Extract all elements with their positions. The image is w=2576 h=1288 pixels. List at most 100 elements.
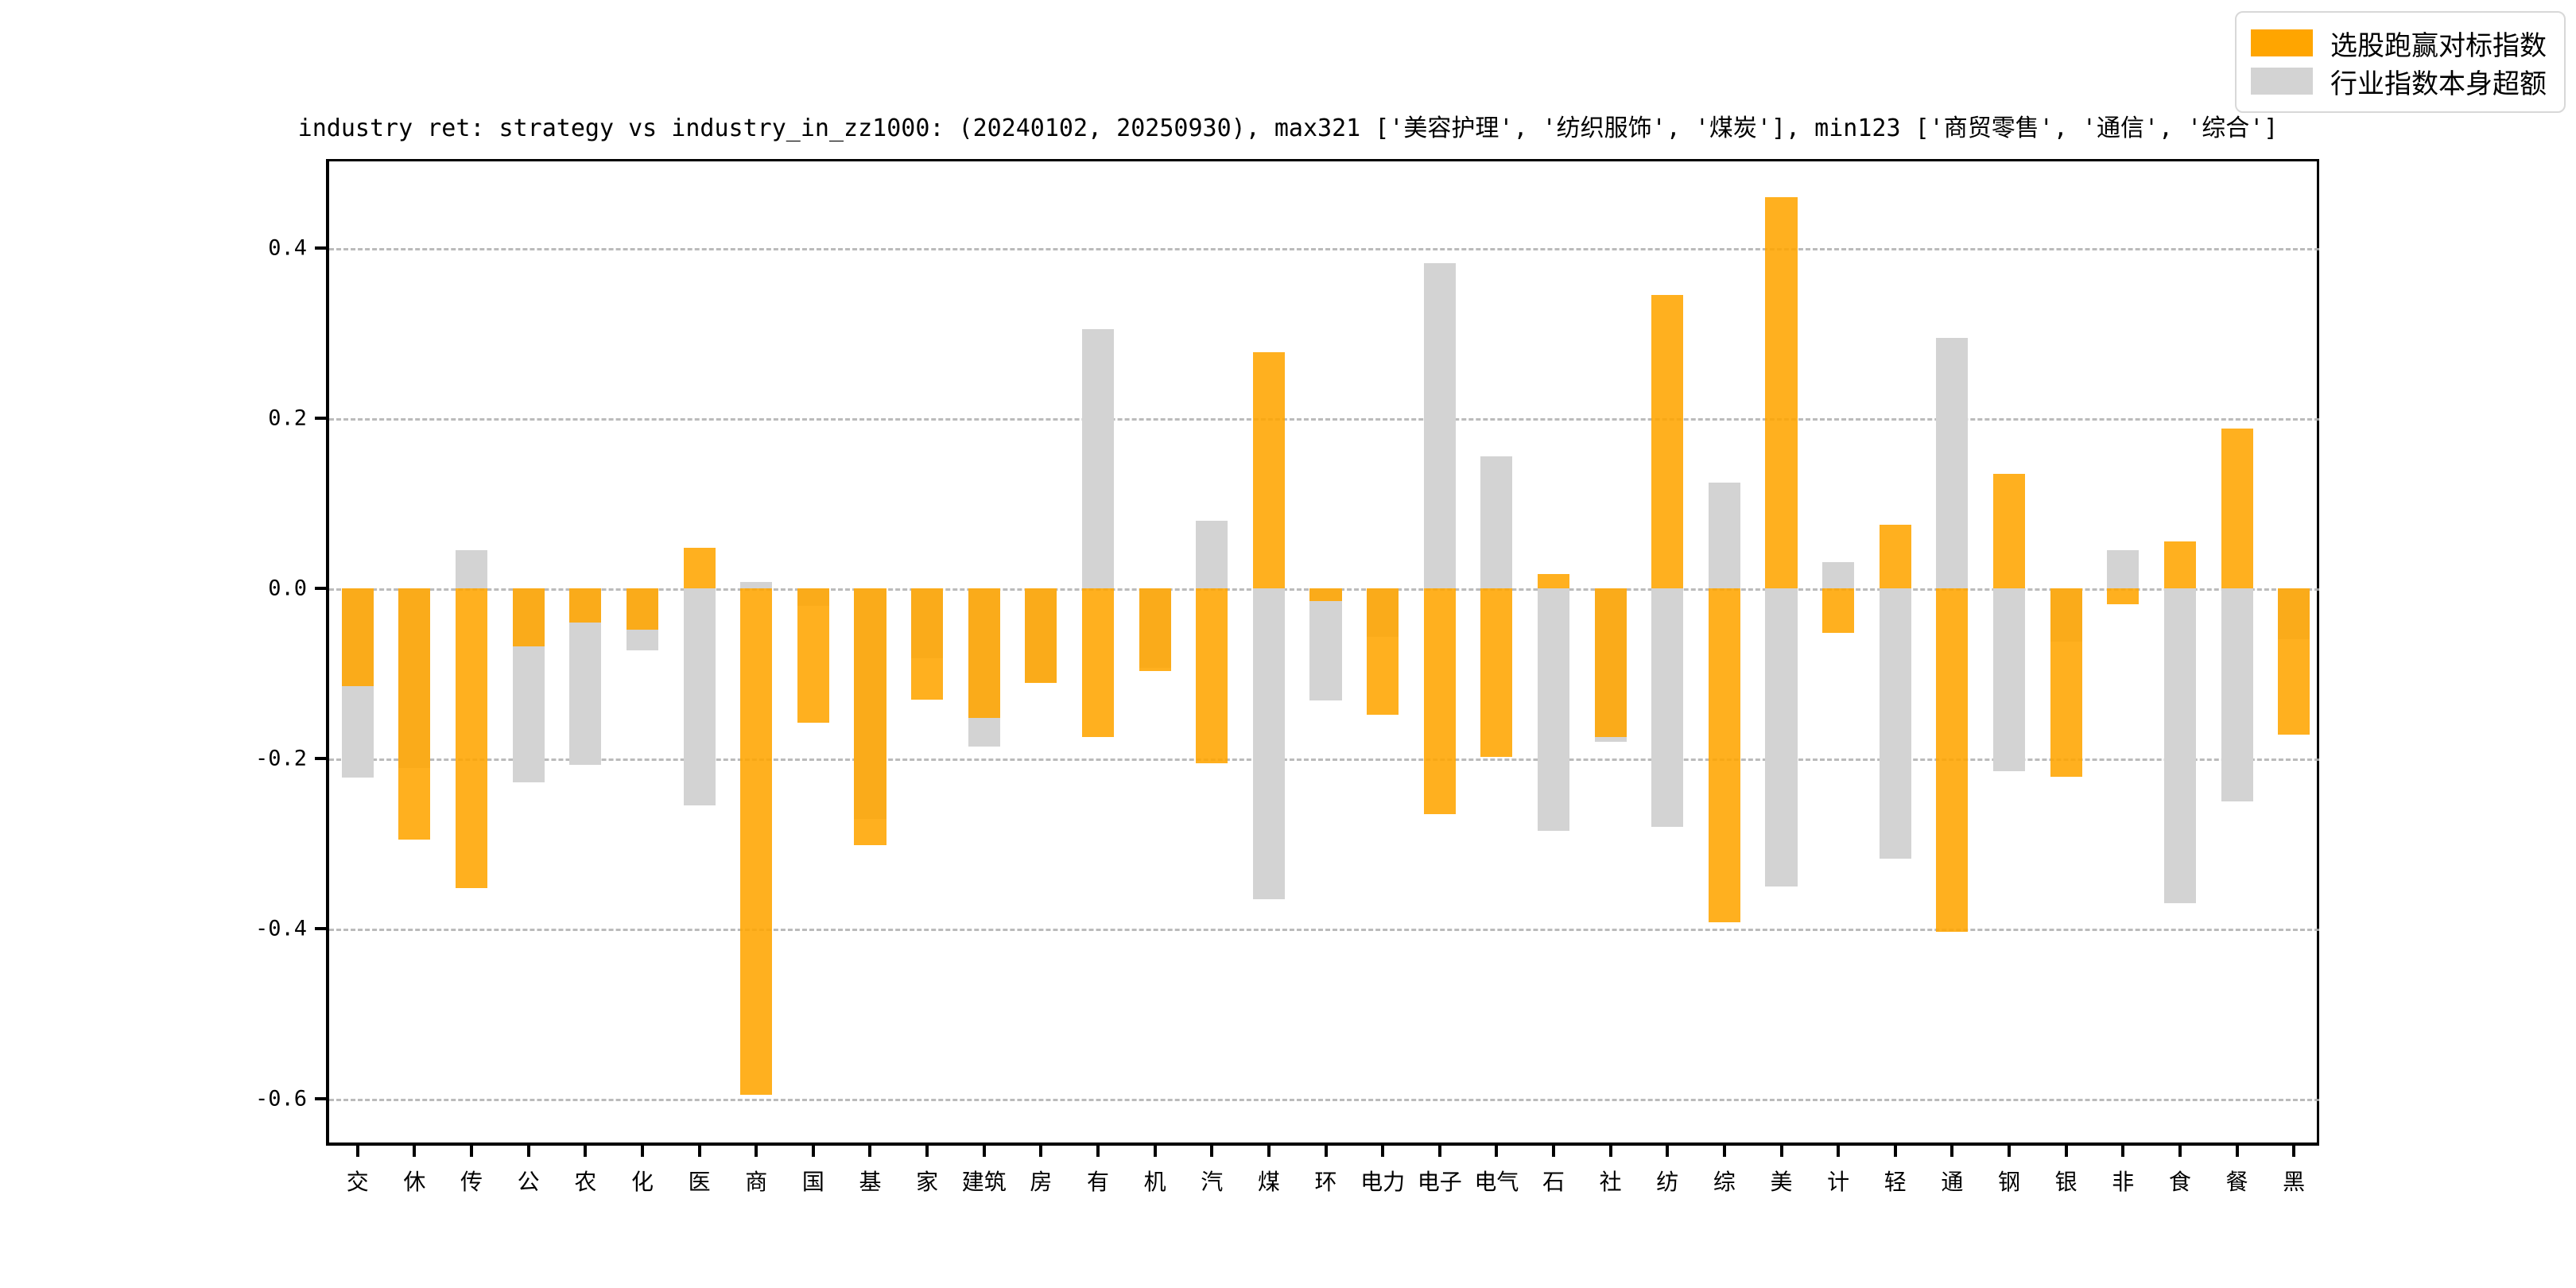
- legend-swatch: [2251, 68, 2313, 95]
- x-tick-mark: [2235, 1143, 2239, 1157]
- x-tick-mark: [1950, 1143, 1954, 1157]
- bar-strategy: [2278, 588, 2310, 735]
- x-tick-mark: [355, 1143, 359, 1157]
- x-tick-label: 煤: [1257, 1169, 1280, 1195]
- x-tick-label: 电力: [1360, 1169, 1406, 1195]
- x-tick-mark: [1437, 1143, 1441, 1157]
- bar-strategy: [1537, 574, 1570, 589]
- x-tick-mark: [2292, 1143, 2296, 1157]
- bar-strategy: [1367, 588, 1399, 715]
- bar-industry: [1537, 588, 1570, 832]
- x-tick-mark: [2064, 1143, 2068, 1157]
- y-tick-mark: [315, 587, 329, 591]
- bar-strategy: [2050, 588, 2082, 777]
- gridline: [329, 929, 2319, 932]
- x-tick-mark: [1267, 1143, 1271, 1157]
- x-tick-label: 公: [517, 1169, 540, 1195]
- bar-strategy: [1708, 588, 1740, 922]
- axis-spine-right: [2317, 159, 2319, 1143]
- x-tick-mark: [982, 1143, 986, 1157]
- bar-strategy: [911, 588, 944, 700]
- x-tick-label: 有: [1086, 1169, 1109, 1195]
- bar-strategy: [2107, 588, 2140, 604]
- x-tick-label: 食: [2168, 1169, 2191, 1195]
- bar-industry: [2163, 588, 2196, 904]
- bar-strategy: [398, 588, 431, 840]
- x-tick-label: 社: [1599, 1169, 1622, 1195]
- x-tick-mark: [1722, 1143, 1726, 1157]
- bar-industry: [1765, 588, 1798, 886]
- bar-strategy: [341, 588, 374, 687]
- x-tick-mark: [1837, 1143, 1841, 1157]
- legend-swatch: [2251, 29, 2313, 56]
- bar-industry: [1708, 482, 1740, 589]
- x-tick-mark: [413, 1143, 417, 1157]
- bar-strategy: [512, 588, 545, 646]
- bar-strategy: [2221, 429, 2253, 589]
- x-tick-label: 钢: [1998, 1169, 2021, 1195]
- x-tick-label: 机: [1143, 1169, 1166, 1195]
- bar-strategy: [1252, 351, 1285, 589]
- bar-strategy: [1025, 588, 1057, 683]
- chart-title: industry ret: strategy vs industry_in_zz…: [297, 114, 2279, 142]
- y-tick-label: 0.2: [268, 405, 307, 431]
- bar-strategy: [2163, 541, 2196, 589]
- x-tick-mark: [2178, 1143, 2182, 1157]
- bar-industry: [740, 581, 773, 589]
- bar-strategy: [1936, 588, 1969, 933]
- x-tick-mark: [868, 1143, 872, 1157]
- bar-strategy: [968, 588, 1000, 718]
- bar-industry: [1480, 456, 1513, 589]
- x-tick-mark: [1779, 1143, 1783, 1157]
- bar-industry: [1081, 328, 1115, 589]
- x-tick-mark: [1608, 1143, 1612, 1157]
- x-tick-label: 国: [801, 1169, 824, 1195]
- bar-industry: [1879, 588, 1911, 859]
- y-tick-label: -0.4: [254, 916, 307, 941]
- axis-spine-top: [329, 159, 2319, 161]
- legend-item: 选股跑赢对标指数: [2251, 24, 2547, 62]
- bar-strategy: [854, 588, 886, 846]
- bar-industry: [1936, 337, 1969, 589]
- x-tick-label: 基: [859, 1169, 882, 1195]
- x-tick-mark: [1153, 1143, 1157, 1157]
- x-tick-mark: [584, 1143, 588, 1157]
- bar-strategy: [1196, 588, 1228, 763]
- gridline: [329, 1099, 2319, 1102]
- x-tick-mark: [1893, 1143, 1897, 1157]
- bar-strategy: [797, 588, 829, 724]
- x-tick-mark: [925, 1143, 929, 1157]
- x-tick-label: 计: [1827, 1169, 1850, 1195]
- x-tick-mark: [1666, 1143, 1670, 1157]
- y-tick-label: 0.4: [268, 235, 307, 261]
- bar-strategy: [1139, 588, 1171, 672]
- x-tick-label: 休: [403, 1169, 426, 1195]
- x-tick-label: 传: [460, 1169, 483, 1195]
- x-tick-label: 农: [574, 1169, 597, 1195]
- bar-industry: [1423, 262, 1456, 589]
- x-tick-label: 轻: [1884, 1169, 1907, 1195]
- bar-industry: [1309, 588, 1342, 701]
- x-tick-label: 化: [630, 1169, 654, 1195]
- x-tick-mark: [1381, 1143, 1385, 1157]
- bar-strategy: [1879, 525, 1911, 589]
- y-tick-label: -0.2: [254, 746, 307, 771]
- bar-industry: [1651, 588, 1684, 827]
- x-tick-label: 银: [2054, 1169, 2077, 1195]
- y-tick-mark: [315, 417, 329, 421]
- x-tick-label: 电子: [1417, 1169, 1462, 1195]
- gridline: [329, 248, 2319, 251]
- bar-industry: [683, 588, 716, 806]
- gridline: [329, 418, 2319, 421]
- x-tick-mark: [470, 1143, 474, 1157]
- bar-strategy: [683, 547, 716, 589]
- bar-industry: [1196, 520, 1228, 589]
- bar-strategy: [740, 588, 773, 1095]
- x-tick-mark: [2008, 1143, 2012, 1157]
- bar-strategy: [1423, 588, 1456, 814]
- x-tick-label: 环: [1314, 1169, 1337, 1195]
- x-tick-label: 电气: [1474, 1169, 1519, 1195]
- x-tick-label: 纺: [1656, 1169, 1679, 1195]
- x-tick-label: 黑: [2283, 1169, 2306, 1195]
